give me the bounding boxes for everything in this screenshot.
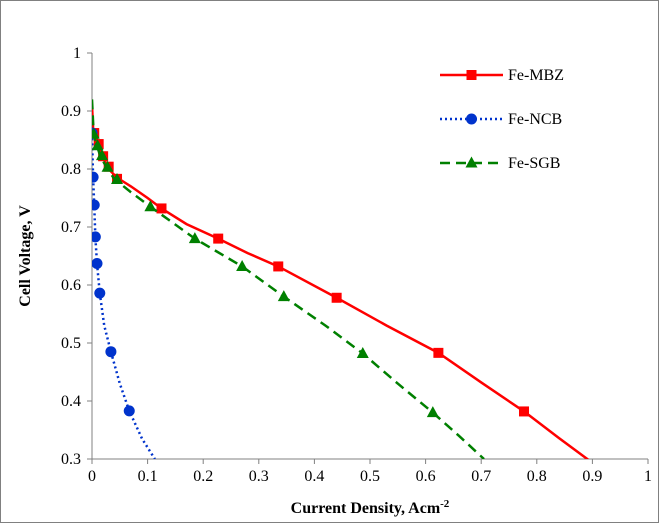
data-point (123, 405, 135, 417)
x-tick-label: 0.4 (304, 468, 324, 485)
x-axis-title: Current Density, Acm-2 (291, 498, 450, 517)
data-point (111, 172, 124, 184)
data-point (96, 149, 109, 161)
data-point (105, 346, 117, 358)
data-point (188, 232, 201, 244)
x-tick-label: 0.9 (582, 468, 602, 485)
x-axis-title-superscript: -2 (440, 498, 450, 510)
series-group (92, 99, 590, 459)
y-tick-label: 0.8 (61, 161, 81, 178)
legend-swatch-marker (465, 156, 478, 168)
x-tick-label: 0.8 (527, 468, 547, 485)
legend-label: Fe-SGB (508, 155, 560, 172)
x-tick-label: 0.6 (416, 468, 436, 485)
x-tick-label: 0.7 (471, 468, 491, 485)
data-point (273, 261, 284, 272)
legend: Fe-MBZ Fe-NCB Fe-SGB (440, 67, 564, 172)
y-ticks: 0.3 0.4 0.5 0.6 0.7 0.8 0.9 1 (61, 45, 92, 468)
data-point (426, 406, 439, 418)
data-point (331, 292, 342, 303)
data-point (92, 171, 99, 183)
x-tick-label: 1 (644, 468, 652, 485)
data-point (92, 139, 104, 151)
series-fe-sgb (92, 99, 485, 459)
data-point (94, 287, 106, 299)
data-point (92, 199, 100, 211)
x-ticks: 0 0.1 0.2 0.3 0.4 0.5 0.6 0.7 0.8 0.9 1 (88, 459, 652, 485)
axes (91, 53, 648, 460)
data-point (156, 203, 167, 214)
data-point (213, 233, 224, 244)
data-point (92, 127, 100, 139)
data-point (101, 160, 114, 172)
y-tick-label: 0.5 (61, 335, 81, 352)
data-point (92, 231, 101, 243)
y-tick-label: 0.6 (61, 277, 81, 294)
y-tick-label: 0.4 (61, 393, 81, 410)
x-tick-label: 0.2 (193, 468, 213, 485)
x-tick-label: 0.5 (360, 468, 380, 485)
legend-swatch-marker (466, 70, 477, 80)
legend-item: Fe-SGB (440, 155, 560, 172)
data-point (92, 258, 103, 270)
x-tick-label: 0.1 (138, 468, 158, 485)
data-point (356, 346, 369, 358)
y-tick-label: 0.7 (61, 219, 81, 236)
y-axis-title: Cell Voltage, V (17, 205, 34, 307)
data-point (277, 290, 290, 302)
data-point (519, 406, 530, 417)
legend-label: Fe-MBZ (508, 67, 564, 84)
y-tick-label: 1 (73, 45, 81, 62)
x-tick-label: 0.3 (249, 468, 269, 485)
legend-swatch-marker (466, 113, 477, 125)
legend-item: Fe-NCB (440, 111, 562, 128)
series-line (92, 99, 485, 459)
legend-item: Fe-MBZ (440, 67, 564, 84)
legend-label: Fe-NCB (508, 111, 562, 128)
y-tick-label: 0.9 (61, 103, 81, 120)
data-point (144, 200, 157, 212)
x-axis-title-main: Current Density, Acm (291, 500, 441, 517)
x-tick-label: 0 (88, 468, 96, 485)
data-point (236, 259, 249, 271)
data-point (433, 347, 444, 358)
y-tick-label: 0.3 (61, 451, 81, 468)
